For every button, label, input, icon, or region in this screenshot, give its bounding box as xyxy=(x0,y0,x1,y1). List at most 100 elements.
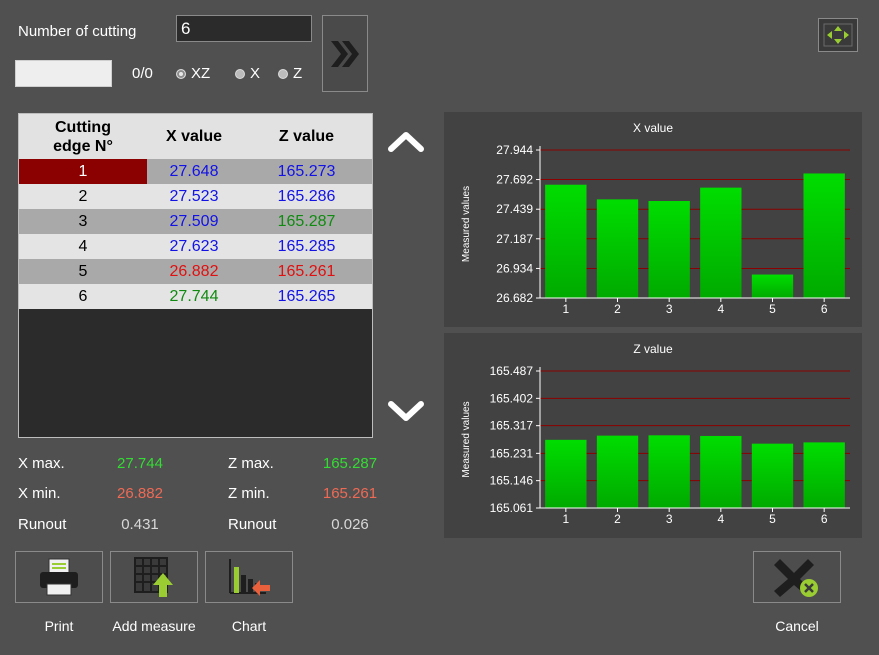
close-icon xyxy=(774,559,818,597)
y-tick-label: 27.944 xyxy=(496,143,533,157)
cancel-button[interactable] xyxy=(753,551,841,603)
table-row[interactable]: 1 27.648 165.273 xyxy=(19,159,372,184)
print-label: Print xyxy=(44,618,74,634)
chevron-up-icon xyxy=(388,132,424,152)
chart-label: Chart xyxy=(231,618,267,634)
table-add-icon xyxy=(134,557,173,597)
go-button[interactable] xyxy=(322,15,368,92)
table-row[interactable]: 2 27.523 165.286 xyxy=(19,184,372,209)
cell-edge: 4 xyxy=(78,237,88,255)
four-way-arrows-icon xyxy=(823,23,853,47)
mode-radio-label: XZ xyxy=(191,65,211,82)
bar xyxy=(751,443,794,508)
navigation-button[interactable] xyxy=(818,18,858,52)
y-tick-label: 27.439 xyxy=(496,202,533,216)
cell-edge: 2 xyxy=(78,187,88,205)
cell-edge: 6 xyxy=(78,287,88,305)
x-tick-label: 1 xyxy=(562,302,569,316)
cell-x: 27.623 xyxy=(169,237,219,255)
y-tick-label: 165.487 xyxy=(490,364,534,378)
x-max-label: X max. xyxy=(18,455,65,472)
bar xyxy=(648,435,690,508)
z-runout-value: 0.026 xyxy=(331,516,369,533)
table-row[interactable]: 4 27.623 165.285 xyxy=(19,234,372,259)
x-runout-value: 0.431 xyxy=(121,516,159,533)
cell-z: 165.261 xyxy=(277,262,336,280)
scroll-up-button[interactable] xyxy=(386,126,426,156)
header-edge: Cutting edge N° xyxy=(53,118,113,155)
cell-edge: 1 xyxy=(19,159,147,184)
counter-text: 0/0 xyxy=(132,65,153,82)
y-tick-label: 165.231 xyxy=(490,446,534,460)
y-tick-label: 27.692 xyxy=(496,173,533,187)
cell-z: 165.285 xyxy=(277,237,336,255)
z-runout-label: Runout xyxy=(228,516,277,533)
z-min-value: 165.261 xyxy=(322,485,378,502)
blank-input[interactable] xyxy=(15,60,112,87)
cell-z: 165.287 xyxy=(277,212,336,230)
x-tick-label: 6 xyxy=(821,302,828,316)
mode-radio-label: X xyxy=(250,65,261,82)
x-tick-label: 5 xyxy=(769,302,776,316)
y-axis-label: Measured values xyxy=(461,186,472,262)
x-tick-label: 6 xyxy=(821,512,828,526)
cutting-edge-table: Cutting edge N° X value Z value 1 27.648… xyxy=(18,113,373,438)
z-min-label: Z min. xyxy=(228,485,270,502)
cell-z: 165.286 xyxy=(277,187,336,205)
cutting-count-input[interactable] xyxy=(176,15,312,42)
mode-radio-xz[interactable]: XZ xyxy=(176,65,210,82)
x-min-label: X min. xyxy=(18,485,61,502)
x-value-chart: X value Measured values 26.682 26.934 27.187… xyxy=(461,121,850,316)
table-row[interactable]: 3 27.509 165.287 xyxy=(19,209,372,234)
cell-edge: 5 xyxy=(78,262,88,280)
chart-button[interactable] xyxy=(205,551,293,603)
x-tick-label: 3 xyxy=(666,302,673,316)
x-runout-label: Runout xyxy=(18,516,67,533)
bar xyxy=(803,173,845,298)
cutting-count-label: Number of cutting xyxy=(18,23,137,40)
bar xyxy=(700,435,742,508)
y-tick-label: 165.146 xyxy=(490,474,534,488)
table-row[interactable]: 5 26.882 165.261 xyxy=(19,259,372,284)
x-tick-label: 2 xyxy=(614,302,621,316)
header-x: X value xyxy=(165,128,223,145)
table-row[interactable]: 6 27.744 165.265 xyxy=(19,284,372,309)
cell-x: 27.744 xyxy=(169,287,219,305)
x-tick-label: 4 xyxy=(717,302,724,316)
bar xyxy=(596,435,639,508)
x-value-chart-panel: X value Measured values 26.682 26.934 27.187… xyxy=(444,112,862,327)
add-measure-button[interactable] xyxy=(110,551,198,603)
chart-title: X value xyxy=(633,121,673,135)
print-button[interactable] xyxy=(15,551,103,603)
radio-unselected-icon xyxy=(235,68,245,79)
y-tick-label: 26.934 xyxy=(496,261,533,275)
y-tick-label: 26.682 xyxy=(496,291,533,305)
cell-edge: 3 xyxy=(78,212,88,230)
cell-x: 26.882 xyxy=(169,262,219,280)
radio-selected-icon xyxy=(176,68,186,79)
mode-radio-x[interactable]: X xyxy=(235,65,260,82)
z-max-value: 165.287 xyxy=(322,455,378,472)
cell-x: 27.523 xyxy=(169,187,219,205)
z-value-chart: Z value Measured values 165.061 165.146 165.… xyxy=(461,342,850,526)
bar-chart-icon xyxy=(229,559,270,596)
bar xyxy=(648,201,690,298)
add-measure-label: Add measure xyxy=(112,618,196,634)
y-tick-label: 27.187 xyxy=(496,232,533,246)
cell-x: 27.648 xyxy=(169,162,219,180)
chart-title: Z value xyxy=(633,342,673,356)
y-tick-label: 165.317 xyxy=(490,419,534,433)
y-tick-label: 165.061 xyxy=(490,501,534,515)
radio-unselected-icon xyxy=(278,68,288,79)
bar xyxy=(751,274,794,298)
bar xyxy=(545,184,587,298)
bar xyxy=(545,439,587,508)
x-min-value: 26.882 xyxy=(117,485,163,502)
cancel-label: Cancel xyxy=(775,618,819,634)
header-z: Z value xyxy=(278,128,335,145)
mode-radio-z[interactable]: Z xyxy=(278,65,302,82)
x-tick-label: 3 xyxy=(666,512,673,526)
printer-icon xyxy=(40,558,78,596)
x-tick-label: 4 xyxy=(717,512,724,526)
scroll-down-button[interactable] xyxy=(386,396,426,426)
